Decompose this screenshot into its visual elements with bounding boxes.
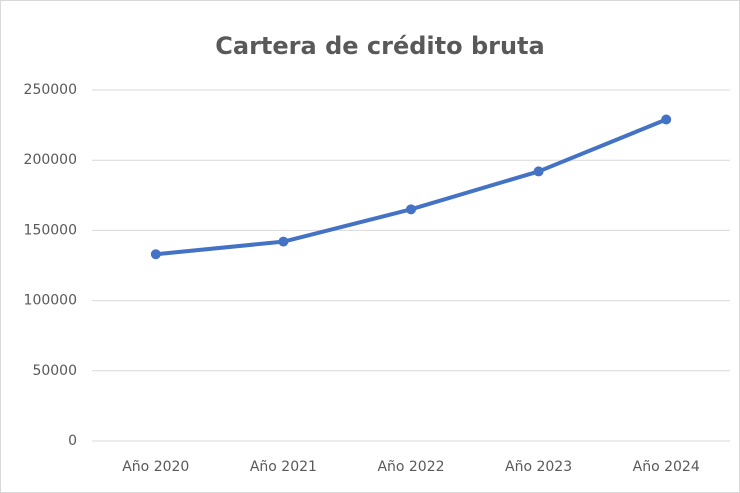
x-tick-label: Año 2021 [250,459,317,475]
y-tick-label: 50000 [32,363,77,379]
point [278,236,289,247]
y-tick-label: 100000 [24,293,77,309]
y-tick-label: 200000 [24,152,77,168]
x-tick-label: Año 2024 [633,459,700,475]
x-tick-label: Año 2023 [505,459,572,475]
point [150,249,161,260]
y-tick-label: 150000 [24,222,77,238]
point [661,114,672,125]
chart-title: Cartera de crédito bruta [215,32,544,60]
x-tick-label: Año 2022 [377,459,444,475]
point [406,204,416,215]
point [533,166,544,177]
x-tick-label: Año 2020 [122,459,189,475]
y-tick-label: 250000 [24,82,77,98]
y-tick-label: 0 [68,433,77,449]
